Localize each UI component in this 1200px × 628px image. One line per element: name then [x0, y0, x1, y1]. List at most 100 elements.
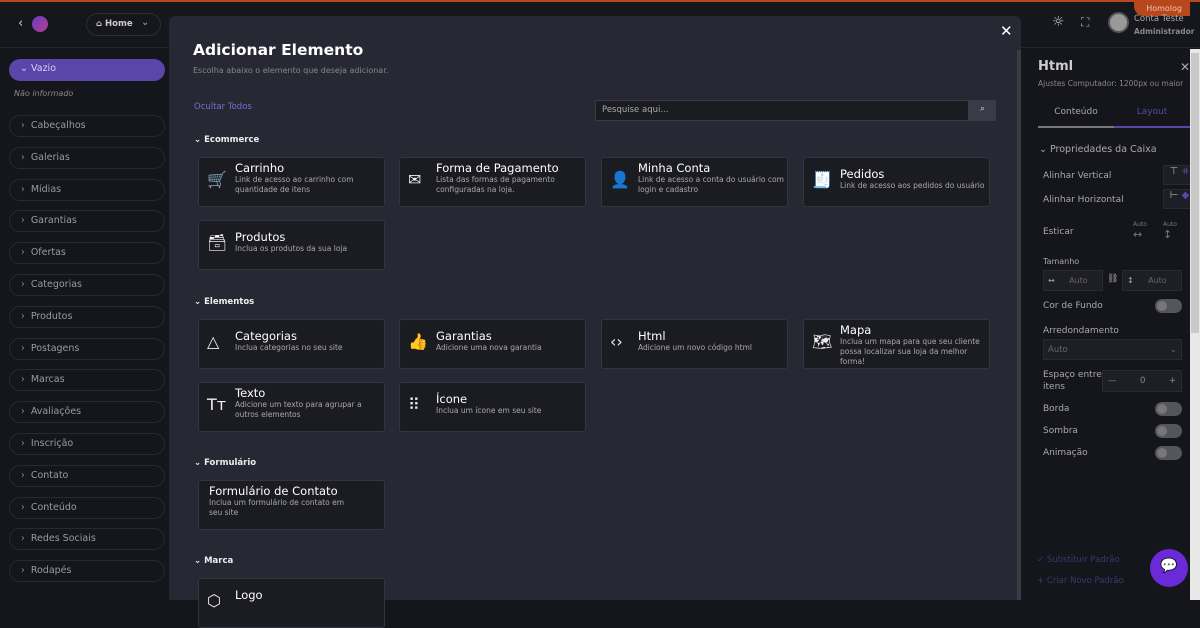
sidebar-item[interactable]: › Marcas [9, 369, 165, 392]
border-toggle[interactable] [1155, 402, 1182, 416]
minus-icon[interactable]: — [1108, 376, 1117, 386]
element-card[interactable]: ✉ Forma de Pagamento Lista das formas de p… [399, 157, 586, 207]
sidebar-item-label: Galerias [30, 151, 70, 163]
sidebar-item[interactable]: › Categorias [9, 274, 165, 296]
sidebar-item-label: Ofertas [30, 247, 66, 259]
element-card[interactable]: △ Categorias Inclua categorias no seu site [198, 319, 385, 369]
animation-toggle[interactable] [1155, 446, 1182, 460]
sun-icon[interactable]: ☼ [1052, 14, 1065, 30]
element-card[interactable]: 👤 Minha Conta Link de acesso a conta do us… [601, 157, 788, 207]
selected-label: Vazio [30, 63, 57, 74]
sidebar-item[interactable]: › Redes Sociais [9, 528, 165, 551]
shadow-toggle[interactable] [1155, 424, 1182, 438]
shapes-icon: △ [207, 332, 220, 351]
sidebar-item[interactable]: › Produtos [9, 305, 165, 328]
section-title: Marca [204, 556, 234, 566]
card-title: Categorias [235, 329, 297, 343]
element-card[interactable]: 🛒 Carrinho Link de acesso ao carrinho com … [198, 157, 385, 207]
chevron-down-icon: ⌄ [194, 135, 205, 145]
avatar[interactable] [1108, 12, 1129, 33]
height-value: Auto [1148, 276, 1167, 285]
chevron-right-icon: › [21, 501, 25, 513]
chevron-down-icon: ⌄ [194, 458, 205, 468]
cart-icon: 🛒 [207, 170, 227, 189]
card-title: Formulário de Contato [209, 484, 338, 498]
card-description: Adicione uma nova garantia [436, 343, 542, 352]
sidebar-item[interactable]: › Avaliações [9, 401, 165, 424]
bg-color-toggle[interactable] [1155, 299, 1182, 313]
plus-icon: + [1037, 576, 1047, 586]
sidebar-item[interactable]: › Contato [9, 464, 165, 487]
size-label: Tamanho [1043, 257, 1080, 266]
replace-default-link[interactable]: ✓ Substituir Padrão [1037, 555, 1120, 565]
search-button[interactable]: ⌕ [969, 100, 996, 121]
user-name: Conta Teste [1134, 14, 1184, 24]
gap-value: 0 [1139, 376, 1146, 386]
selected-item[interactable]: ⌄ Vazio [9, 59, 165, 81]
stretch-height[interactable]: Auto ↕ [1163, 221, 1177, 241]
section-header[interactable]: ⌄ Formulário [194, 458, 256, 468]
create-default-link[interactable]: + Criar Novo Padrão [1037, 576, 1124, 586]
sidebar-item-label: Contato [30, 469, 69, 481]
page-scrollbar[interactable] [1190, 49, 1200, 600]
modal-title: Adicionar Elemento [193, 41, 364, 59]
element-card[interactable]: Formulário de Contato Inclua um formulári… [198, 480, 385, 530]
gap-stepper[interactable]: — 0 + [1102, 370, 1182, 392]
sidebar-item[interactable]: › Rodapés [9, 560, 165, 583]
sidebar-item[interactable]: › Galerias [9, 146, 165, 169]
card-description: Inclua categorias no seu site [235, 343, 343, 352]
sidebar-item[interactable]: › Garantias [9, 210, 165, 233]
element-card[interactable]: 👍 Garantias Adicione uma nova garantia [399, 319, 586, 369]
orders-icon: 🧾 [812, 170, 832, 189]
home-icon: ⌂ [96, 19, 106, 29]
stretch-width[interactable]: Auto ↔ [1133, 221, 1147, 241]
hide-all-link[interactable]: Ocultar Todos [194, 102, 252, 112]
section-header[interactable]: ⌄ Marca [194, 556, 233, 566]
element-card[interactable]: ⬡ Logo [198, 578, 385, 628]
element-card[interactable]: ‹› Html Adicione um novo código html [601, 319, 788, 369]
fullscreen-icon[interactable]: ⛶ [1081, 15, 1090, 29]
chat-button[interactable]: 💬 [1150, 549, 1188, 587]
sidebar-item-label: Conteúdo [30, 501, 77, 513]
sidebar-item-label: Rodapés [30, 565, 72, 577]
chevron-right-icon: › [21, 565, 25, 577]
close-icon[interactable]: ✕ [1000, 22, 1013, 40]
element-card[interactable]: ⠿ Ícone Inclua um ícone em seu site [399, 382, 586, 432]
chevron-down-icon[interactable]: ⌄ [141, 17, 150, 28]
tab-layout[interactable]: Layout [1114, 107, 1190, 128]
sidebar-item[interactable]: › Inscrição [9, 433, 165, 455]
modal-scrollbar[interactable] [1017, 50, 1021, 600]
sidebar-item[interactable]: › Postagens [9, 337, 165, 360]
archive-icon: 🗃 [207, 233, 228, 252]
text-icon: Tт [207, 395, 227, 414]
section-header[interactable]: ⌄ Ecommerce [194, 135, 259, 145]
create-default-label: Criar Novo Padrão [1046, 576, 1124, 586]
section-header[interactable]: ⌄ Propriedades da Caixa [1039, 144, 1157, 155]
sidebar-item[interactable]: › Ofertas [9, 242, 165, 265]
card-title: Forma de Pagamento [436, 161, 559, 175]
card-description: Link de acesso aos pedidos do usuário [840, 181, 985, 190]
tab-conteudo[interactable]: Conteúdo [1038, 107, 1114, 128]
stretch-label: Esticar [1043, 227, 1074, 237]
width-input[interactable]: ↔ Auto [1043, 270, 1103, 291]
page-select[interactable]: ⌂ Home ⌄ [86, 13, 161, 36]
element-card[interactable]: Tт Texto Adicione um texto para agrupar a … [198, 382, 385, 432]
rounding-select[interactable]: Auto ⌄ [1043, 339, 1182, 360]
element-card[interactable]: 🗺 Mapa Inclua um mapa para que seu cliente… [803, 319, 990, 369]
sidebar-item[interactable]: › Cabeçalhos [9, 115, 165, 137]
plus-icon[interactable]: + [1168, 376, 1176, 386]
env-line [0, 0, 1200, 2]
back-icon[interactable]: ‹ [18, 16, 24, 31]
search-input[interactable]: Pesquise aqui... [595, 100, 969, 121]
sidebar-item[interactable]: › Mídias [9, 178, 165, 201]
card-description: Inclua um mapa para que seu cliente poss… [840, 337, 980, 366]
rounding-label: Arredondamento [1043, 326, 1119, 336]
element-card[interactable]: 🗃 Produtos Inclua os produtos da sua loja [198, 220, 385, 270]
section-header[interactable]: ⌄ Elementos [194, 297, 254, 307]
close-icon[interactable]: ✕ [1180, 60, 1191, 74]
unlink-icon[interactable]: ⛓ [1107, 274, 1119, 284]
height-input[interactable]: ↕ Auto [1122, 270, 1182, 291]
element-card[interactable]: 🧾 Pedidos Link de acesso aos pedidos do us… [803, 157, 990, 207]
sidebar-item[interactable]: › Conteúdo [9, 496, 165, 519]
sidebar-item-label: Categorias [30, 279, 82, 290]
